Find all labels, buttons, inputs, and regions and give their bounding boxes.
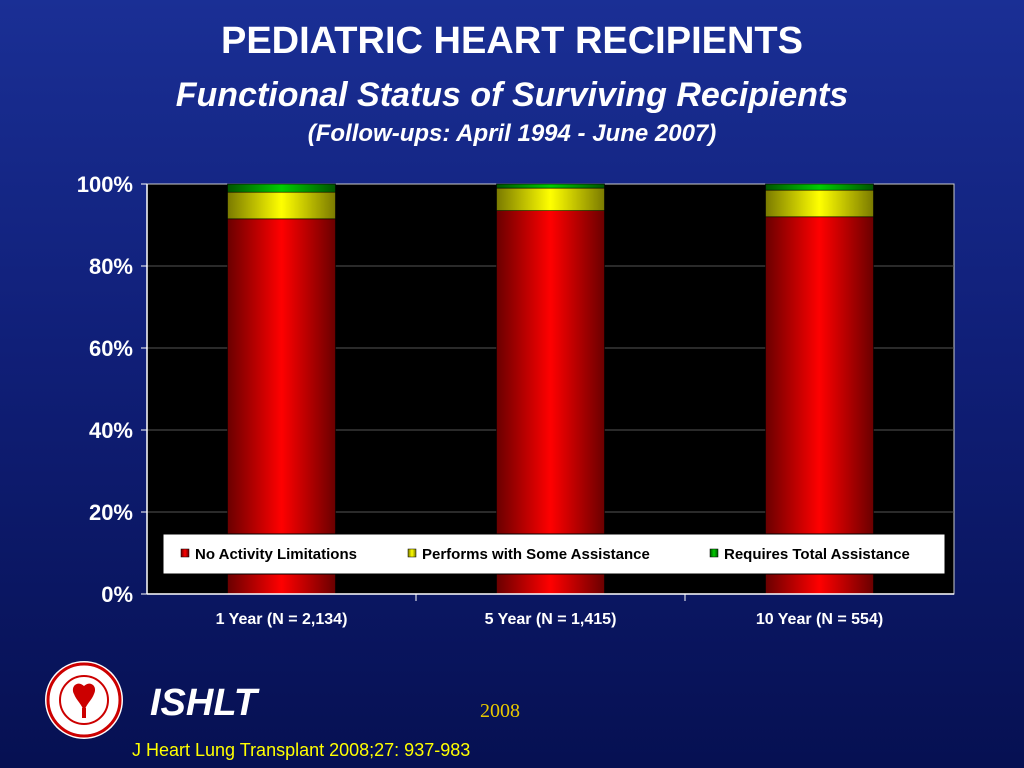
y-tick-label: 60%	[89, 336, 133, 361]
legend-label: Requires Total Assistance	[724, 546, 910, 563]
year-label: 2008	[480, 700, 520, 722]
legend-box	[162, 533, 946, 575]
chart-title: PEDIATRIC HEART RECIPIENTS	[220, 20, 803, 62]
bar-segment-some-assistance	[227, 191, 336, 220]
y-tick-label: 80%	[89, 254, 133, 279]
y-tick-label: 40%	[89, 418, 133, 443]
y-tick-label: 100%	[77, 172, 133, 197]
chart-subtitle: Functional Status of Surviving Recipient…	[175, 76, 849, 114]
legend-swatch	[709, 548, 719, 558]
legend: No Activity Limitations Performs with Som…	[162, 533, 946, 575]
legend-swatch	[180, 548, 190, 558]
citation: J Heart Lung Transplant 2008;27: 937-983	[132, 740, 471, 760]
bar-segment-some-assistance	[765, 189, 874, 218]
axes: 0% 20% 40% 60% 80% 100% 1 Year (N = 2,134) 5 Ye…	[77, 172, 954, 628]
y-tick-label: 20%	[89, 500, 133, 525]
chart-subsubtitle: (Follow-ups: April 1994 - June 2007)	[307, 120, 717, 147]
bars	[227, 183, 874, 595]
x-category-label: 10 Year (N = 554)	[756, 611, 883, 628]
bar-segment-total-assistance	[765, 183, 874, 191]
x-category-label: 5 Year (N = 1,415)	[485, 611, 617, 628]
legend-label: No Activity Limitations	[195, 546, 357, 563]
y-tick-label: 0%	[101, 582, 133, 607]
ishlt-logo	[45, 661, 123, 739]
bar-segment-no-activity	[227, 218, 336, 595]
bar-segment-no-activity	[496, 210, 605, 595]
x-category-label: 1 Year (N = 2,134)	[216, 611, 348, 628]
bar-segment-no-activity	[765, 216, 874, 595]
legend-label: Performs with Some Assistance	[422, 546, 650, 563]
bar-segment-total-assistance	[227, 183, 336, 193]
ishlt-brand: ISHLT	[150, 682, 257, 724]
bar-segment-some-assistance	[496, 187, 605, 211]
legend-swatch	[407, 548, 417, 558]
bar-segment-total-assistance	[496, 183, 605, 189]
